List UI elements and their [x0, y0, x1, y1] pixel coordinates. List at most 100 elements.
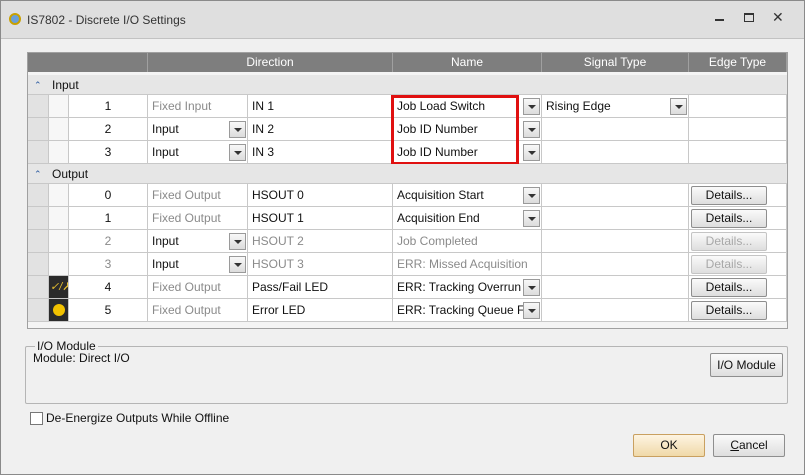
direction-cell: Input: [148, 141, 248, 164]
row-number: 4: [69, 276, 148, 299]
direction-dropdown[interactable]: [229, 121, 246, 138]
signal-dropdown[interactable]: [523, 187, 540, 204]
direction-cell: Input: [148, 118, 248, 141]
checkbox[interactable]: [30, 412, 43, 425]
column-header: Direction: [148, 53, 393, 72]
row-number: 0: [69, 184, 148, 207]
column-header: Signal Type: [542, 53, 689, 72]
highlight-box: [391, 95, 519, 165]
row-number: 1: [69, 207, 148, 230]
signal-cell: ERR: Tracking Overrun: [393, 276, 542, 299]
io-table: Direction Name Signal Type Edge Type ⌃ Input 1…: [27, 52, 788, 329]
row-indicator: [28, 95, 49, 118]
signal-cell: Acquisition End: [393, 207, 542, 230]
details-button: Details...: [691, 232, 767, 251]
name-cell: HSOUT 1: [248, 207, 393, 230]
group-row: [28, 164, 787, 184]
signal-dropdown[interactable]: [523, 144, 540, 161]
module-text: Module: Direct I/O: [33, 351, 130, 365]
direction-dropdown[interactable]: [229, 256, 246, 273]
direction-cell: Fixed Output: [148, 207, 248, 230]
collapse-toggle[interactable]: ⌃: [34, 80, 42, 90]
maximize-button[interactable]: [744, 13, 754, 22]
row-indicator: [28, 230, 49, 253]
signal-cell: Acquisition Start: [393, 184, 542, 207]
signal-dropdown[interactable]: [523, 121, 540, 138]
group-label: Input: [52, 78, 79, 92]
row-selector: [49, 230, 69, 253]
row-selector: [49, 207, 69, 230]
io-module-button[interactable]: I/O Module: [710, 353, 783, 377]
row-number: 3: [69, 141, 148, 164]
group-row: [28, 75, 787, 95]
app-icon: [9, 13, 21, 25]
header-cell: [28, 53, 148, 72]
name-cell: HSOUT 3: [248, 253, 393, 276]
edge-cell: [542, 253, 689, 276]
name-cell: Error LED: [248, 299, 393, 322]
signal-cell: Job Load Switch: [393, 95, 542, 118]
edge-cell: Rising Edge: [542, 95, 689, 118]
signal-dropdown[interactable]: [523, 98, 540, 115]
row-number: 1: [69, 95, 148, 118]
direction-dropdown[interactable]: [229, 233, 246, 250]
row-selector: [49, 141, 69, 164]
module-group: [25, 346, 788, 404]
direction-cell: Fixed Output: [148, 299, 248, 322]
header-cell: [787, 53, 788, 72]
name-cell: IN 1: [248, 95, 393, 118]
ok-button[interactable]: OK: [633, 434, 705, 457]
minimize-button[interactable]: [715, 19, 724, 21]
collapse-toggle[interactable]: ⌃: [34, 169, 42, 179]
column-header: Edge Type: [689, 53, 787, 72]
row-indicator: [28, 253, 49, 276]
details-button[interactable]: Details...: [691, 209, 767, 228]
edge-cell: [542, 299, 689, 322]
cancel-button[interactable]: Cancel: [713, 434, 785, 457]
edge-cell: [542, 207, 689, 230]
signal-dropdown[interactable]: [523, 279, 540, 296]
name-cell: IN 2: [248, 118, 393, 141]
direction-cell: Fixed Output: [148, 276, 248, 299]
row-number: 2: [69, 118, 148, 141]
details-cell: [689, 118, 787, 141]
edge-cell: [542, 184, 689, 207]
row-selector: [49, 118, 69, 141]
row-selector: [49, 184, 69, 207]
signal-cell: Job Completed: [393, 230, 542, 253]
row-indicator: [28, 276, 49, 299]
details-button[interactable]: Details...: [691, 186, 767, 205]
module-legend: I/O Module: [35, 339, 98, 353]
details-button[interactable]: Details...: [691, 278, 767, 297]
direction-cell: Fixed Output: [148, 184, 248, 207]
checkbox-label: De-Energize Outputs While Offline: [46, 411, 230, 425]
row-indicator: [28, 207, 49, 230]
edge-cell: [542, 230, 689, 253]
details-button: Details...: [691, 255, 767, 274]
details-button[interactable]: Details...: [691, 301, 767, 320]
details-cell: [689, 141, 787, 164]
row-indicator: [28, 299, 49, 322]
signal-dropdown[interactable]: [523, 210, 540, 227]
group-label: Output: [52, 167, 89, 181]
edge-dropdown[interactable]: [670, 98, 687, 115]
details-cell: [689, 95, 787, 118]
row-selector: [49, 253, 69, 276]
edge-cell: [542, 276, 689, 299]
signal-cell: ERR: Tracking Queue Full: [393, 299, 542, 322]
signal-dropdown[interactable]: [523, 302, 540, 319]
close-button[interactable]: ✕: [772, 9, 784, 25]
row-selector: ✓/✗: [49, 276, 69, 299]
direction-dropdown[interactable]: [229, 144, 246, 161]
edge-cell: [542, 118, 689, 141]
direction-cell: Input: [148, 230, 248, 253]
name-cell: IN 3: [248, 141, 393, 164]
name-cell: Pass/Fail LED: [248, 276, 393, 299]
row-indicator: [28, 184, 49, 207]
name-cell: HSOUT 2: [248, 230, 393, 253]
direction-cell: Fixed Input: [148, 95, 248, 118]
row-indicator: [28, 118, 49, 141]
row-indicator: [28, 141, 49, 164]
name-cell: HSOUT 0: [248, 184, 393, 207]
